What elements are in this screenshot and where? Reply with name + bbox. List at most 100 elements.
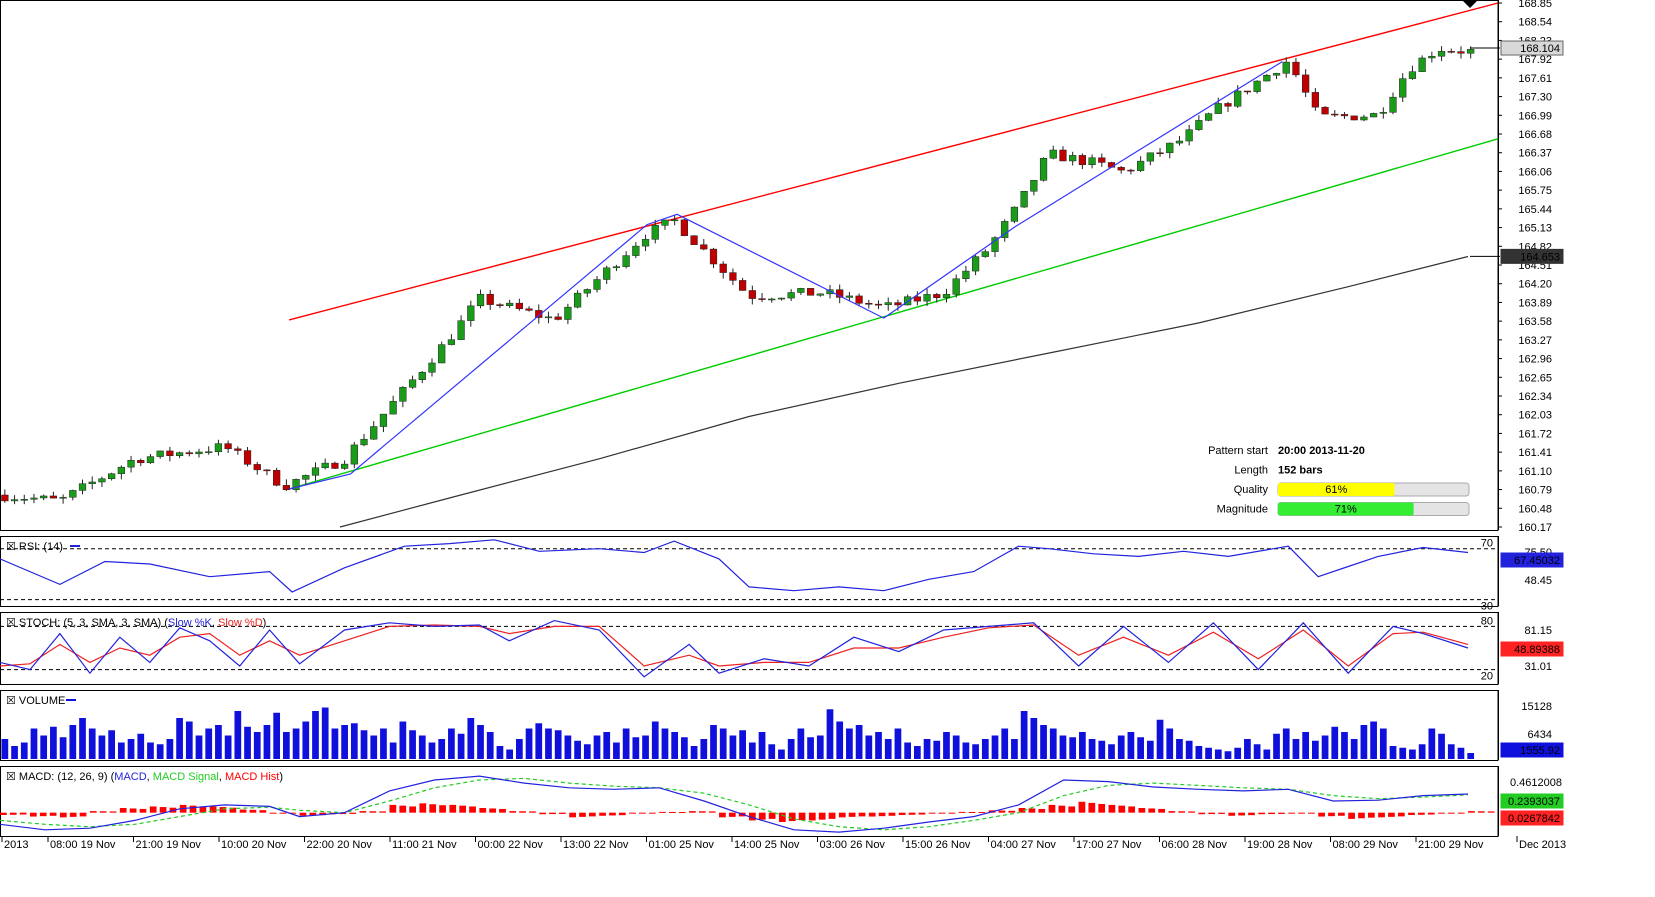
volume-bar <box>1379 728 1387 759</box>
candle-body <box>1311 92 1319 108</box>
volume-bar <box>1146 740 1154 759</box>
volume-bar <box>632 737 640 759</box>
candle-body <box>321 462 329 469</box>
volume-bar <box>613 742 620 759</box>
volume-bar <box>807 737 814 759</box>
volume-bar <box>515 739 523 759</box>
volume-bar <box>1370 721 1377 759</box>
volume-bar <box>583 744 591 759</box>
candle-body <box>292 479 300 490</box>
macd-hist-bar <box>1278 812 1285 814</box>
candle-body <box>195 451 203 455</box>
macd-hist-bar <box>529 811 536 813</box>
volume-bar <box>603 732 611 759</box>
candle-body <box>1457 51 1465 54</box>
volume-bar <box>593 735 601 759</box>
macd-hist-bar <box>1338 812 1345 816</box>
candle-body <box>1214 103 1222 114</box>
macd-hist-bar <box>1268 812 1275 815</box>
macd-hist-bar <box>559 812 566 814</box>
macd-hist-bar <box>858 812 866 817</box>
volume-bar <box>69 725 77 759</box>
candle-body <box>98 478 106 483</box>
volume-panel: ☒ VOLUME 15128 6434 1555.92 <box>0 690 1564 761</box>
x-tick-label: 10:00 20 Nov <box>221 839 287 850</box>
candle-body <box>40 495 48 499</box>
candle-body <box>273 470 281 486</box>
x-tick-label: 2013 <box>4 839 28 850</box>
candle-body <box>758 298 766 300</box>
macd-hist-bar <box>319 812 327 816</box>
macd-hist-bar <box>209 806 217 813</box>
volume-bar <box>535 723 543 759</box>
volume-bar <box>1156 719 1164 759</box>
rsi-line <box>0 539 1469 593</box>
volume-bar <box>1389 746 1397 759</box>
candle-body <box>30 497 38 500</box>
macd-hist-bar <box>159 807 167 813</box>
macd-hist-bar <box>219 807 227 813</box>
volume-bar <box>739 730 746 759</box>
stoch-tick-upper: 81.15 <box>1524 625 1552 637</box>
macd-hist-bar <box>1218 812 1225 814</box>
candle-body <box>302 475 310 480</box>
volume-bar <box>1282 728 1290 759</box>
price-tick-label: 165.13 <box>1518 223 1552 235</box>
candle-body <box>894 302 902 306</box>
volume-bar <box>331 728 339 759</box>
volume-bar <box>1311 740 1319 759</box>
candle-body <box>739 280 747 291</box>
volume-bar <box>506 749 514 759</box>
candle-body <box>1234 90 1242 107</box>
pattern-info-label: Length <box>1234 465 1268 477</box>
macd-hist-bar <box>808 812 816 821</box>
candle-body <box>826 289 834 295</box>
pattern-bar-fill <box>1278 502 1414 516</box>
candle-body <box>709 248 718 265</box>
candle-body <box>1166 142 1174 154</box>
price-tick-label: 167.30 <box>1518 92 1552 104</box>
volume-bar <box>846 728 853 759</box>
volume-bar <box>1428 728 1436 759</box>
volume-bar <box>1185 740 1193 759</box>
price-tick-label: 167.92 <box>1518 54 1552 66</box>
volume-bar <box>787 739 795 759</box>
volume-bar <box>185 721 193 759</box>
candle-body <box>243 450 252 465</box>
candle-body <box>1078 155 1086 166</box>
macd-hist-bar <box>1288 812 1296 814</box>
price-tick-label: 165.44 <box>1518 204 1552 216</box>
macd-hist-bar <box>1367 812 1375 818</box>
volume-bar <box>768 744 776 759</box>
candle-body <box>146 456 155 464</box>
candle-body <box>457 320 465 340</box>
volume-bar <box>681 737 688 759</box>
volume-value-label-box <box>1500 742 1564 758</box>
macd-hist-bar <box>1457 812 1465 814</box>
volume-bar <box>913 746 921 759</box>
volume-value-label: 1555.92 <box>1520 745 1560 757</box>
candle-body <box>884 302 892 305</box>
volume-bar <box>991 735 999 759</box>
pattern-info-value: 61% <box>1325 484 1347 496</box>
macd-hist-bar <box>1008 810 1016 813</box>
candle-body <box>1204 113 1213 121</box>
macd-hist-bar <box>878 812 886 817</box>
volume-bar <box>923 739 931 759</box>
volume-bar <box>642 735 649 759</box>
macd-value-label-box <box>1500 793 1564 809</box>
pattern-info-value: 71% <box>1335 504 1357 516</box>
macd-hist-bar <box>379 811 387 813</box>
price-tick-label: 161.10 <box>1518 466 1552 478</box>
macd-hist-bar <box>1397 812 1405 817</box>
candle-body <box>263 469 271 472</box>
candle-body <box>418 372 426 380</box>
macd-hist-bar <box>109 811 117 813</box>
volume-bar <box>176 718 183 759</box>
macd-hist-bar <box>698 811 706 813</box>
price-tick-label: 163.27 <box>1518 335 1552 347</box>
candle-body <box>1437 51 1446 57</box>
volume-tick-lower: 6434 <box>1528 729 1552 741</box>
macd-hist-bar <box>1468 811 1475 813</box>
volume-bar <box>1176 739 1183 759</box>
